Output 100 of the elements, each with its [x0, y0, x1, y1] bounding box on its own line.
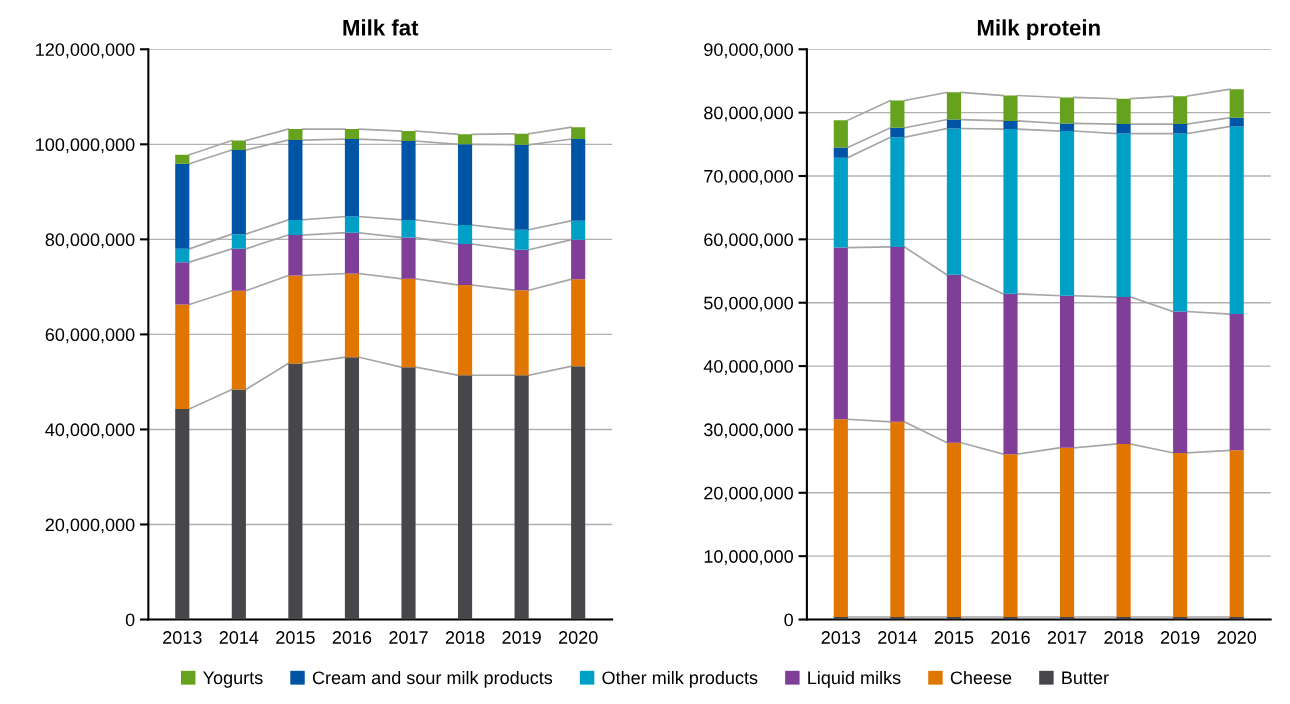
bar [175, 304, 190, 410]
chart-title: Milk fat [343, 19, 419, 36]
bar [946, 92, 962, 120]
y-tick-label: 0 [125, 613, 135, 627]
bar [514, 229, 529, 250]
x-tick-label: 2016 [991, 631, 1030, 644]
bar [401, 140, 416, 220]
y-tick-label: 70,000,000 [704, 169, 793, 185]
x-tick-label: 2013 [163, 631, 202, 644]
bar [1173, 452, 1188, 617]
bar [231, 248, 246, 291]
bar [571, 279, 586, 367]
bar [231, 234, 246, 249]
bar [1173, 311, 1188, 453]
bar [890, 246, 905, 422]
bar [344, 139, 360, 217]
bar [401, 278, 416, 368]
bar [401, 367, 416, 620]
legend-label: Cream and sour milk products [312, 670, 553, 688]
legend-label: Butter [1062, 671, 1109, 685]
y-tick-label: 30,000,000 [704, 423, 793, 439]
bar [1173, 96, 1188, 125]
bar [833, 247, 848, 420]
bar [231, 389, 246, 620]
bar [946, 274, 962, 443]
bar [1059, 131, 1075, 296]
y-tick-label: 100,000,000 [36, 138, 135, 154]
bar [1229, 314, 1244, 451]
bar [401, 131, 416, 141]
bar [1229, 117, 1244, 127]
x-tick-label: 2016 [332, 631, 372, 644]
y-tick-label: 0 [784, 613, 793, 627]
x-tick-label: 2020 [559, 631, 598, 644]
bar [514, 249, 529, 291]
bar [1116, 444, 1131, 617]
bar [175, 409, 190, 620]
y-tick-label: 80,000,000 [704, 106, 793, 122]
bar [1003, 129, 1018, 294]
bar [231, 290, 246, 390]
bar [1003, 95, 1018, 121]
bar [457, 134, 473, 145]
bar [344, 216, 360, 233]
bar [1059, 447, 1075, 617]
bar [890, 137, 905, 247]
x-tick-label: 2014 [878, 631, 917, 644]
bar [231, 150, 246, 235]
x-tick-label: 2020 [1217, 631, 1257, 644]
x-tick-label: 2018 [1104, 631, 1143, 644]
bar [571, 220, 586, 240]
bar [514, 144, 529, 230]
y-tick-label: 80,000,000 [45, 233, 135, 249]
bar [344, 273, 360, 358]
bar [1173, 133, 1188, 312]
bar [175, 262, 190, 305]
bar [1003, 120, 1018, 130]
bar [571, 139, 586, 221]
bar [1173, 124, 1188, 134]
bar [1116, 98, 1131, 125]
bar [288, 363, 303, 620]
bar [1059, 97, 1075, 124]
bar [890, 100, 905, 128]
y-tick-label: 20,000,000 [45, 518, 135, 534]
bar [288, 219, 303, 236]
bar [833, 120, 848, 148]
chart-title: Milk protein [977, 19, 1100, 40]
x-tick-label: 2019 [1160, 631, 1200, 644]
x-tick-label: 2013 [821, 631, 861, 644]
bar [1003, 454, 1018, 617]
legend-label: Liquid milks [808, 670, 901, 688]
bar [457, 225, 473, 245]
bar [833, 157, 848, 248]
bar [1059, 123, 1075, 132]
bar [1116, 133, 1131, 298]
bar [231, 140, 246, 151]
bar [890, 127, 905, 138]
bar [833, 147, 848, 158]
legend-label: Yogurts [203, 671, 263, 688]
bar [288, 140, 303, 220]
bar [1229, 450, 1244, 617]
legend-label: Cheese [950, 670, 1012, 685]
y-tick-label: 40,000,000 [703, 360, 793, 375]
y-tick-label: 10,000,000 [704, 550, 793, 566]
bar [571, 239, 586, 280]
y-tick-label: 20,000,000 [704, 486, 793, 502]
y-tick-label: 40,000,000 [45, 423, 135, 439]
bar [457, 284, 473, 376]
bar [1116, 124, 1131, 134]
bar [401, 219, 416, 238]
bar [1003, 293, 1018, 455]
bar [344, 232, 360, 274]
x-tick-label: 2015 [934, 631, 974, 644]
bar [457, 144, 473, 226]
x-tick-label: 2017 [389, 631, 428, 644]
x-tick-label: 2017 [1047, 631, 1087, 644]
x-tick-label: 2014 [219, 631, 259, 644]
y-tick-label: 90,000,000 [704, 43, 793, 59]
y-tick-label: 60,000,000 [704, 233, 793, 249]
bar [401, 237, 416, 279]
bar [514, 375, 529, 620]
bar [946, 119, 962, 129]
